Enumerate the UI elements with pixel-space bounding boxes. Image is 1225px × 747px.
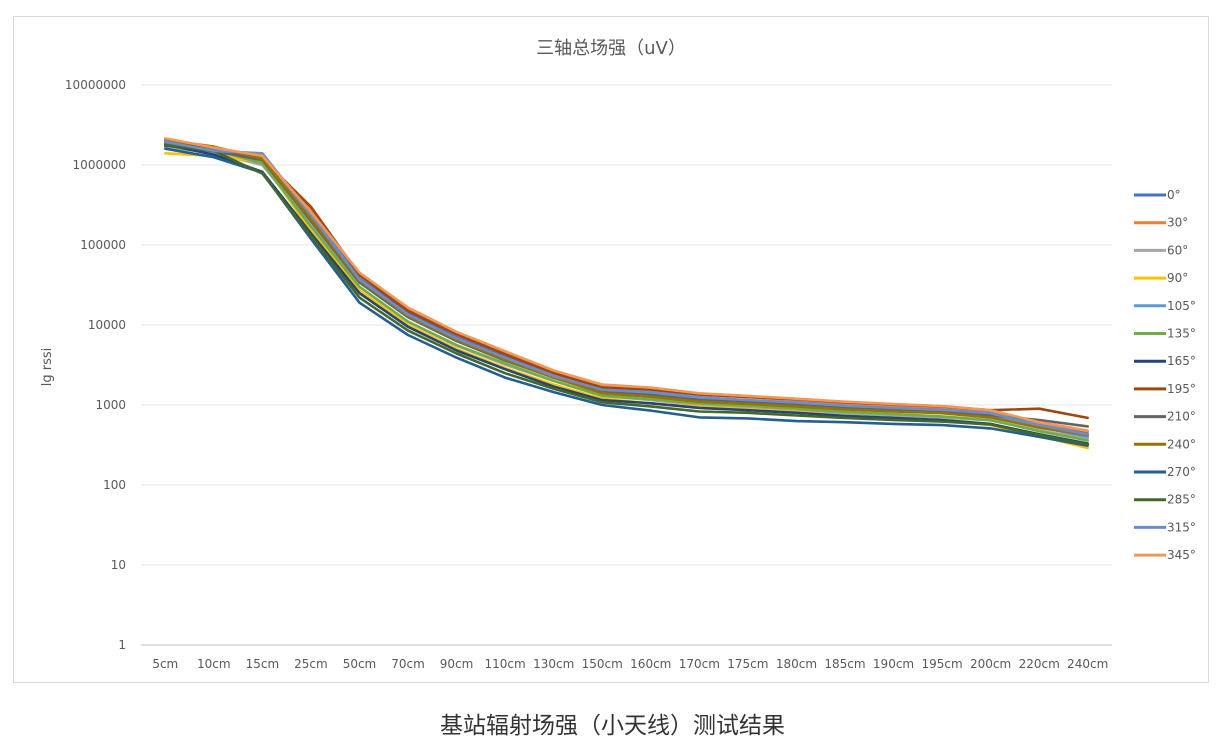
y-tick-labels: 1 10 100 1000 10000 100000 1000000 10000000	[65, 78, 126, 652]
chart-frame: 1 10 100 1000 10000 100000 1000000 10000000 5cm…	[13, 16, 1209, 683]
x-tick-label: 15cm	[246, 657, 280, 671]
legend-label: 105°	[1167, 299, 1196, 313]
series-line	[164, 139, 1089, 420]
y-tick-label: 100	[103, 478, 126, 492]
y-tick-label: 1000000	[73, 158, 126, 172]
series-line	[164, 140, 1089, 436]
y-axis-label: lg rssi	[40, 348, 55, 387]
legend-label: 240°	[1167, 437, 1196, 451]
x-tick-label: 150cm	[582, 657, 623, 671]
legend-label: 60°	[1167, 243, 1188, 257]
y-tick-label: 10000000	[65, 78, 126, 92]
legend-label: 30°	[1167, 216, 1188, 230]
y-tick-label: 100000	[80, 238, 126, 252]
x-tick-label: 200cm	[970, 657, 1011, 671]
legend-label: 165°	[1167, 354, 1196, 368]
x-tick-label: 70cm	[391, 657, 425, 671]
x-tick-label: 160cm	[630, 657, 671, 671]
y-tick-label: 1000	[95, 398, 126, 412]
x-tick-label: 90cm	[440, 657, 474, 671]
x-tick-label: 50cm	[343, 657, 377, 671]
series-line	[164, 147, 1089, 448]
series-lines	[164, 137, 1089, 450]
y-tick-label: 1	[118, 638, 126, 652]
legend-label: 195°	[1167, 382, 1196, 396]
x-tick-label: 195cm	[921, 657, 962, 671]
x-tick-label: 180cm	[776, 657, 817, 671]
x-tick-label: 240cm	[1067, 657, 1108, 671]
legend-label: 270°	[1167, 465, 1196, 479]
y-tick-label: 10	[111, 558, 126, 572]
legend: 0° 30° 60° 90° 105° 135° 165° 195° 210° 240° 270° 2…	[1134, 188, 1196, 562]
legend-label: 285°	[1167, 493, 1196, 507]
series-line	[164, 138, 1089, 437]
legend-label: 0°	[1167, 188, 1181, 202]
series-line	[164, 144, 1089, 446]
chart-title: 三轴总场强（uV）	[536, 38, 686, 59]
x-tick-labels: 5cm 10cm 15cm 25cm 50cm 70cm 90cm 110cm 130cm 150…	[152, 657, 1108, 671]
x-tick-label: 175cm	[727, 657, 768, 671]
x-tick-label: 130cm	[533, 657, 574, 671]
series-line	[164, 137, 1089, 432]
legend-label: 135°	[1167, 327, 1196, 341]
series-line	[164, 144, 1089, 442]
x-tick-label: 5cm	[152, 657, 178, 671]
series-line	[164, 143, 1089, 445]
figure-caption: 基站辐射场强（小天线）测试结果	[440, 713, 785, 739]
x-tick-label: 170cm	[679, 657, 720, 671]
x-tick-label: 10cm	[197, 657, 231, 671]
line-chart: 1 10 100 1000 10000 100000 1000000 10000000 5cm…	[40, 38, 1196, 671]
x-tick-label: 190cm	[873, 657, 914, 671]
legend-label: 210°	[1167, 410, 1196, 424]
y-tick-label: 10000	[88, 318, 126, 332]
legend-label: 345°	[1167, 548, 1196, 562]
x-tick-label: 220cm	[1019, 657, 1060, 671]
legend-label: 315°	[1167, 520, 1196, 534]
gridlines	[141, 84, 1112, 646]
series-line	[164, 142, 1089, 428]
x-tick-label: 25cm	[294, 657, 328, 671]
legend-label: 90°	[1167, 271, 1188, 285]
x-tick-label: 185cm	[824, 657, 865, 671]
x-tick-label: 110cm	[485, 657, 526, 671]
